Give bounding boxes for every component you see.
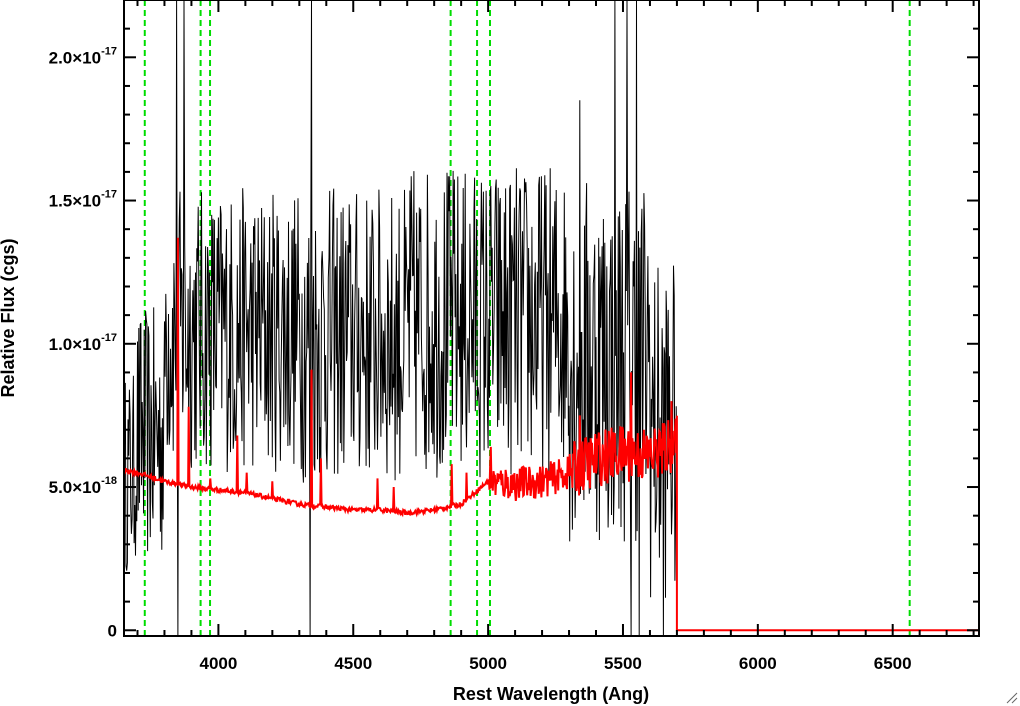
y-tick-labels: 0 5.0×10-18 1.0×10-17 1.5×10-17 2.0×10-17 — [49, 45, 117, 640]
resize-grip-icon[interactable] — [1004, 690, 1018, 704]
x-tick-label: 6500 — [874, 654, 912, 673]
x-tick-labels: 4000 4500 5000 5500 6000 6500 — [199, 654, 911, 673]
x-tick-label: 4000 — [199, 654, 237, 673]
x-tick-label: 4500 — [334, 654, 372, 673]
y-axis-title: Relative Flux (cgs) — [0, 238, 18, 397]
x-tick-label: 6000 — [739, 654, 777, 673]
x-axis-title: Rest Wavelength (Ang) — [453, 684, 649, 704]
reference-lines — [143, 0, 911, 636]
model-spectrum — [124, 237, 979, 632]
y-tick-label: 1.0×10-17 — [49, 332, 117, 354]
x-tick-label: 5000 — [469, 654, 507, 673]
y-tick-label: 0 — [108, 621, 117, 640]
observed-spectrum-line — [124, 0, 979, 636]
y-tick-label: 2.0×10-17 — [49, 45, 117, 67]
observed-spectrum — [124, 0, 979, 636]
y-tick-label: 1.5×10-17 — [49, 189, 117, 211]
y-tick-label: 5.0×10-18 — [49, 475, 117, 497]
x-tick-label: 5500 — [604, 654, 642, 673]
plot-frame — [123, 0, 980, 637]
axis-ticks — [124, 0, 979, 636]
model-spectrum-line — [124, 237, 979, 632]
